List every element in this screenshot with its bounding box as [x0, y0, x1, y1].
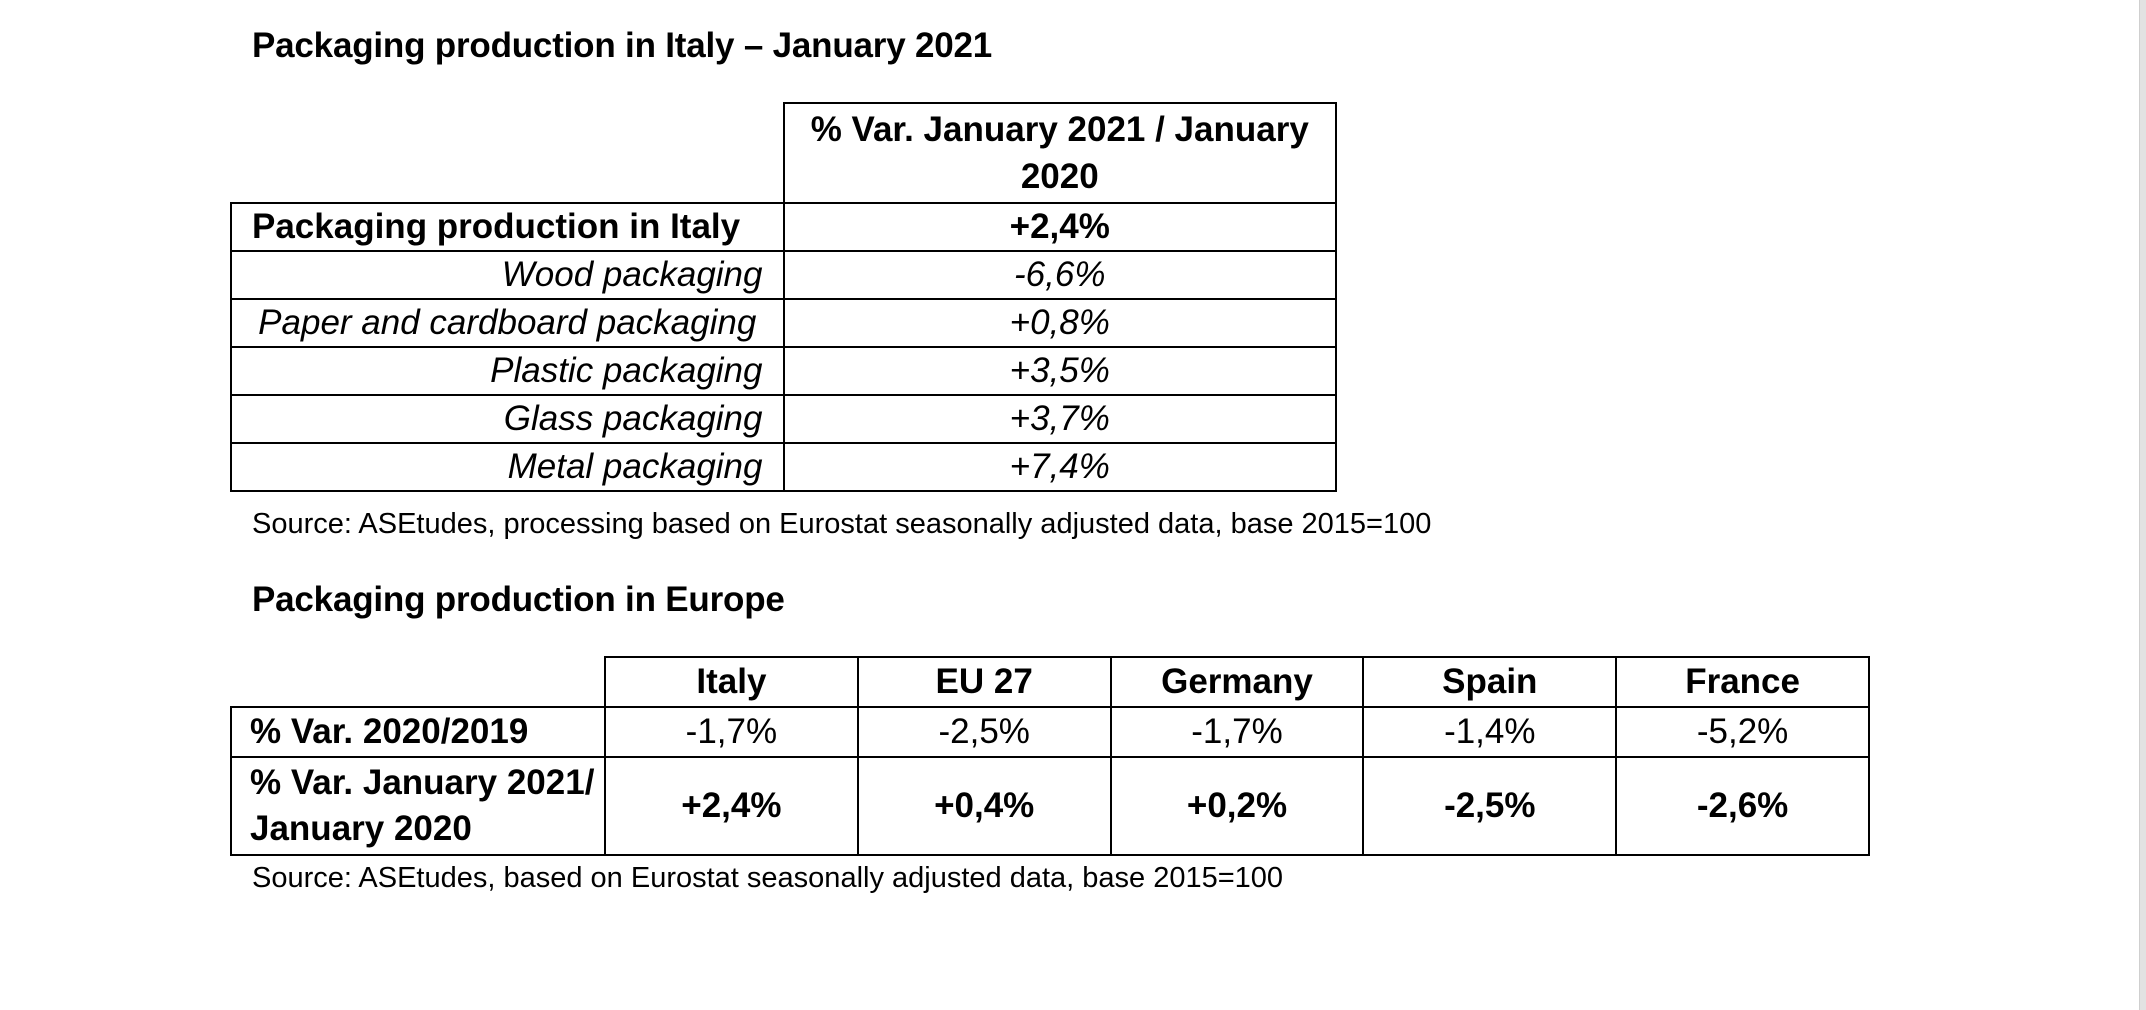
column-header: Italy: [604, 656, 859, 708]
europe-table-source: Source: ASEtudes, based on Eurostat seas…: [252, 862, 1284, 894]
italy-packaging-table: % Var. January 2021 / January 2020 Packa…: [230, 102, 1337, 492]
row-label: % Var. 2020/2019: [230, 706, 606, 758]
italy-table-title: Packaging production in Italy – January …: [252, 26, 993, 65]
row-value: -6,6%: [782, 250, 1337, 300]
table-row: Metal packaging +7,4%: [230, 442, 1337, 492]
row-label: Packaging production in Italy: [230, 202, 785, 252]
row-label: % Var. January 2021/ January 2020: [230, 756, 606, 856]
italy-table-source: Source: ASEtudes, processing based on Eu…: [252, 508, 1432, 540]
table-cell: +2,4%: [604, 756, 859, 856]
table-cell: -5,2%: [1615, 706, 1870, 758]
row-label: Plastic packaging: [230, 346, 785, 396]
table-cell: +0,2%: [1109, 756, 1365, 856]
column-header: France: [1615, 656, 1870, 708]
table-header-row: % Var. January 2021 / January 2020: [231, 102, 1337, 204]
table-row-total: Packaging production in Italy +2,4%: [230, 202, 1337, 252]
row-label: Metal packaging: [230, 442, 785, 492]
table-row: Paper and cardboard packaging +0,8%: [230, 298, 1337, 348]
table-cell: -1,7%: [1109, 706, 1365, 758]
column-header: % Var. January 2021 / January 2020: [782, 102, 1337, 204]
table-row: % Var. January 2021/ January 2020 +2,4% …: [230, 756, 1870, 856]
column-header: Spain: [1362, 656, 1618, 708]
europe-packaging-table: Italy EU 27 Germany Spain France % Var. …: [230, 656, 1870, 856]
row-value: +0,8%: [782, 298, 1337, 348]
empty-corner-cell: [231, 103, 785, 203]
empty-corner-cell: [231, 657, 606, 708]
row-value: +7,4%: [782, 442, 1337, 492]
table-row: Plastic packaging +3,5%: [230, 346, 1337, 396]
table-header-row: Italy EU 27 Germany Spain France: [231, 656, 1870, 708]
table-row: % Var. 2020/2019 -1,7% -2,5% -1,7% -1,4%…: [230, 706, 1870, 758]
table-row: Glass packaging +3,7%: [230, 394, 1337, 444]
row-value: +3,7%: [782, 394, 1337, 444]
table-cell: +0,4%: [856, 756, 1112, 856]
table-cell: -2,6%: [1615, 756, 1870, 856]
table-cell: -1,4%: [1362, 706, 1618, 758]
column-header: EU 27: [856, 656, 1112, 708]
column-header: Germany: [1109, 656, 1365, 708]
row-label: Wood packaging: [230, 250, 785, 300]
vertical-scrollbar[interactable]: [2139, 0, 2146, 1010]
table-cell: -2,5%: [1362, 756, 1618, 856]
table-row: Wood packaging -6,6%: [230, 250, 1337, 300]
table-cell: -1,7%: [604, 706, 859, 758]
row-label: Glass packaging: [230, 394, 785, 444]
row-value: +3,5%: [782, 346, 1337, 396]
row-value: +2,4%: [782, 202, 1337, 252]
row-label: Paper and cardboard packaging: [230, 298, 785, 348]
europe-table-title: Packaging production in Europe: [252, 580, 785, 619]
table-cell: -2,5%: [856, 706, 1112, 758]
